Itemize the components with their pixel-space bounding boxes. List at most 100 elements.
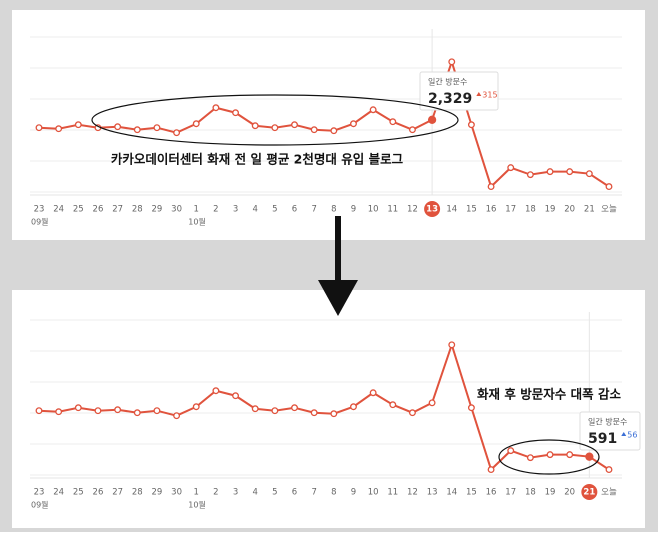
data-point — [212, 104, 220, 112]
x-tick-label: 6 — [292, 205, 297, 215]
x-tick-label: 15 — [466, 205, 477, 215]
data-point — [546, 451, 554, 459]
x-tick-label: 오늘 — [601, 488, 617, 498]
data-point — [212, 387, 220, 395]
x-tick-label: 30 — [171, 205, 182, 215]
tooltip-box — [579, 411, 641, 451]
x-month-label: 10월 — [188, 217, 206, 227]
data-point — [487, 183, 495, 191]
data-point — [74, 121, 82, 129]
data-point — [55, 408, 63, 416]
data-point — [467, 121, 475, 129]
x-tick-label: 27 — [112, 488, 123, 498]
x-tick-label: 7 — [311, 488, 316, 498]
data-point — [114, 123, 122, 131]
x-tick-label: 23 — [34, 488, 45, 498]
x-tick-label: 30 — [171, 488, 182, 498]
annotation: 카카오데이터센터 화재 전 일 평균 2천명대 유입 블로그 — [111, 152, 404, 167]
x-tick-label: 19 — [545, 488, 556, 498]
tooltip-value: 591 — [588, 431, 617, 447]
arrow-head — [318, 280, 358, 316]
data-point — [428, 399, 436, 407]
data-point — [133, 126, 141, 134]
data-point — [566, 168, 574, 176]
data-point — [114, 406, 122, 414]
data-point — [566, 451, 574, 459]
x-tick-label: 11 — [387, 205, 398, 215]
data-point — [291, 121, 298, 129]
data-point — [55, 125, 63, 133]
data-point — [330, 127, 338, 135]
x-tick-label: 1 — [194, 488, 199, 498]
data-point — [448, 341, 456, 349]
tooltip-change: 315 — [482, 91, 497, 100]
x-tick-label: 5 — [272, 205, 277, 215]
x-tick-label: 28 — [132, 205, 143, 215]
x-tick-label: 18 — [525, 488, 536, 498]
x-month-label: 09월 — [31, 500, 49, 510]
x-tick-label: 12 — [407, 205, 418, 215]
data-point — [192, 403, 200, 411]
x-tick-label: 4 — [252, 205, 257, 215]
data-point — [526, 171, 534, 179]
data-point — [487, 466, 495, 474]
x-tick-label: 9 — [351, 488, 356, 498]
data-point — [585, 170, 593, 178]
data-point — [369, 106, 377, 114]
x-tick-label: 25 — [73, 205, 84, 215]
x-tick-label: 15 — [466, 488, 477, 498]
annotation-ellipse — [498, 439, 600, 475]
tooltip-change: 56 — [627, 431, 637, 440]
x-tick-label: 오늘 — [601, 205, 617, 215]
data-point — [251, 405, 259, 413]
data-point — [153, 124, 161, 132]
x-tick-label: 23 — [34, 205, 45, 215]
data-point — [310, 409, 318, 417]
x-tick-label: 17 — [505, 205, 516, 215]
data-point — [350, 120, 357, 128]
x-tick-label: 29 — [152, 205, 163, 215]
x-tick-label: 2 — [213, 488, 218, 498]
data-point — [605, 466, 613, 474]
data-point — [173, 129, 181, 137]
selected-day-badge — [581, 484, 598, 500]
annotation-ellipse — [91, 94, 459, 146]
data-point — [507, 447, 515, 455]
data-point — [467, 404, 475, 412]
change-caret — [476, 92, 482, 96]
tooltip-title: 일간 방문수 — [428, 77, 467, 87]
x-tick-label: 25 — [73, 488, 84, 498]
x-tick-label: 8 — [331, 205, 336, 215]
data-point — [330, 410, 338, 418]
x-tick-label: 24 — [53, 205, 64, 215]
x-month-label: 09월 — [31, 217, 49, 227]
x-tick-label: 7 — [311, 205, 316, 215]
x-tick-label: 24 — [53, 488, 64, 498]
x-tick-label: 26 — [93, 205, 104, 215]
x-tick-label: 4 — [252, 488, 257, 498]
data-point — [369, 389, 377, 397]
tooltip-title: 일간 방문수 — [588, 417, 627, 427]
x-tick-label: 10 — [368, 488, 379, 498]
change-caret — [621, 432, 627, 436]
data-point — [389, 118, 397, 126]
x-tick-label: 13 — [426, 205, 438, 215]
x-tick-label: 1 — [194, 205, 199, 215]
x-tick-label: 16 — [486, 205, 497, 215]
x-tick-label: 21 — [583, 488, 595, 498]
data-point — [153, 407, 161, 415]
x-month-label: 10월 — [188, 500, 206, 510]
data-point — [192, 120, 200, 128]
data-point — [232, 109, 240, 117]
data-point — [251, 122, 259, 130]
data-point — [133, 409, 141, 417]
x-tick-label: 14 — [446, 205, 457, 215]
data-point — [408, 409, 416, 417]
data-point — [448, 58, 456, 66]
x-tick-label: 2 — [213, 205, 218, 215]
data-point — [389, 401, 397, 409]
data-point — [232, 392, 240, 400]
tooltip-value: 2,329 — [428, 91, 472, 107]
annotation: 화재 후 방문자수 대폭 감소 — [477, 387, 621, 402]
